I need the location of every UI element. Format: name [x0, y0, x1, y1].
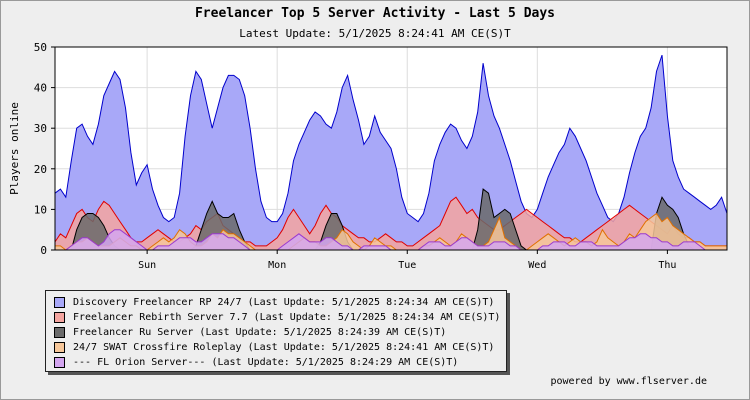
- series-line-1: [54, 196, 727, 247]
- x-tick-label: Wed: [528, 260, 546, 271]
- legend-item: 24/7 SWAT Crossfire Roleplay (Last Updat…: [54, 340, 494, 354]
- x-tick-label: Sun: [138, 260, 156, 271]
- x-tick-label: Thu: [658, 260, 676, 271]
- legend-item: --- FL Orion Server--- (Last Update: 5/1…: [54, 355, 458, 369]
- legend-label: Freelancer Rebirth Server 7.7 (Last Upda…: [73, 311, 501, 323]
- legend-swatch: [54, 296, 65, 308]
- legend: Discovery Freelancer RP 24/7 (Last Updat…: [45, 290, 507, 372]
- x-tick-label: Tue: [398, 260, 416, 271]
- plot-border: [54, 46, 728, 251]
- legend-label: 24/7 SWAT Crossfire Roleplay (Last Updat…: [73, 341, 495, 353]
- y-tick-label: 50: [34, 41, 47, 54]
- x-tick-label: Mon: [268, 260, 286, 271]
- legend-swatch: [54, 356, 65, 368]
- legend-label: Discovery Freelancer RP 24/7 (Last Updat…: [73, 296, 495, 308]
- legend-item: Freelancer Rebirth Server 7.7 (Last Upda…: [54, 310, 500, 324]
- legend-swatch: [54, 311, 65, 323]
- legend-label: --- FL Orion Server--- (Last Update: 5/1…: [73, 356, 459, 368]
- legend-label: Freelancer Ru Server (Last Update: 5/1/2…: [73, 326, 447, 338]
- series-area-0: [55, 55, 727, 250]
- y-tick-label: 0: [40, 244, 47, 257]
- series-line-3: [55, 212, 727, 251]
- legend-swatch: [54, 341, 65, 353]
- y-axis-label: Players online: [8, 102, 21, 195]
- legend-item: Freelancer Ru Server (Last Update: 5/1/2…: [54, 325, 446, 339]
- chart-title: Freelancer Top 5 Server Activity - Last …: [194, 6, 556, 21]
- series-area-4: [55, 229, 727, 250]
- y-tick-label: 30: [34, 122, 47, 135]
- y-tick-label: 40: [34, 82, 47, 95]
- plot-svg: 0 10 20 30 40 50 Sun Mon Tue Wed Thu Players online: [8, 41, 728, 271]
- legend-swatch: [54, 326, 65, 338]
- legend-item: Discovery Freelancer RP 24/7 (Last Updat…: [54, 295, 494, 309]
- y-tick-label: 20: [34, 163, 47, 176]
- chart-subtitle: Latest Update: 5/1/2025 8:24:41 AM CE(S)…: [239, 27, 511, 40]
- y-tick-label: 10: [34, 203, 47, 216]
- footer-credit[interactable]: powered by www.flserver.de: [550, 376, 707, 387]
